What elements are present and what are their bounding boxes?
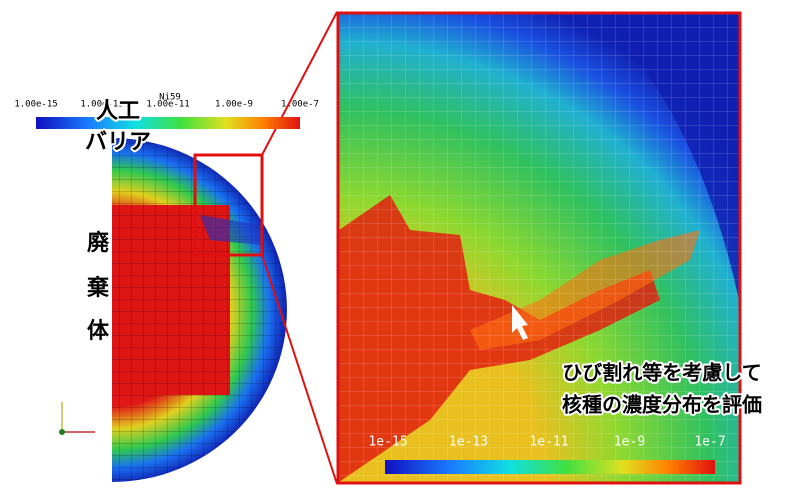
waste-label: 体 (87, 319, 110, 344)
colorbar-label: 1.00e-11 (146, 100, 189, 110)
axis-glyph (59, 429, 65, 435)
colorbar (385, 460, 715, 474)
colorbar (36, 117, 300, 129)
colorbar-label: 1e-7 (694, 435, 725, 450)
colorbar-label: 1.00e-7 (281, 100, 319, 110)
colorbar-label: 1.00e-15 (14, 100, 57, 110)
barrier-label: バリア (85, 130, 151, 155)
figure: Ni59 1.00e-151.00e-131.00e-111.00e-91.00… (0, 0, 812, 488)
callout: ひび割れ等を考慮して (562, 361, 761, 385)
colorbar-label: 1e-11 (529, 435, 568, 450)
colorbar-label: 1e-9 (614, 435, 645, 450)
colorbar-label: 1e-13 (449, 435, 488, 450)
callout: 核種の濃度分布を評価 (562, 393, 762, 417)
waste-label: 廃 (87, 230, 110, 256)
barrier-label: 人工 (96, 99, 140, 124)
connector (262, 12, 337, 155)
colorbar-label: 1.00e-9 (215, 100, 253, 110)
waste-label: 棄 (87, 275, 110, 301)
figure-canvas: Ni59 1.00e-151.00e-131.00e-111.00e-91.00… (0, 0, 812, 488)
colorbar-label: 1e-15 (368, 435, 407, 450)
